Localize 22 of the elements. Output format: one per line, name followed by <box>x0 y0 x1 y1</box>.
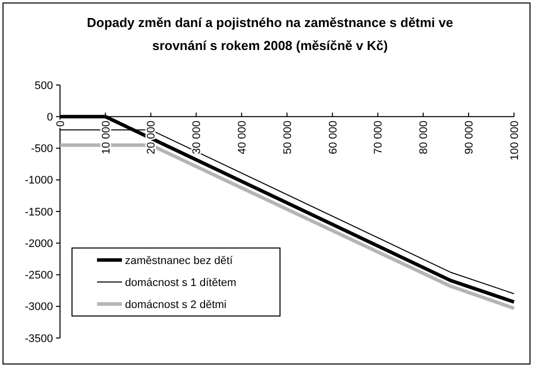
y-tick-label: -1000 <box>24 174 53 187</box>
x-tick-label: 90 000 <box>463 120 476 154</box>
y-tick-label: -3500 <box>24 332 53 345</box>
legend-label: zaměstnanec bez dětí <box>125 254 234 267</box>
y-tick-label: -2500 <box>24 270 53 282</box>
x-tick-label: 100 000 <box>508 120 521 160</box>
y-tick-label: -3000 <box>24 301 53 314</box>
x-tick-label: 70 000 <box>372 120 385 154</box>
legend-label: domácnost s 2 dětmi <box>125 298 226 311</box>
y-tick-label: -2000 <box>24 238 53 250</box>
y-tick-label: -500 <box>30 143 53 156</box>
chart-title: Dopady změn daní a pojistného na zaměstnance s dětmi ve srovnání s rokem 2008 (měsíčně v Kč) <box>86 15 454 53</box>
x-tick-label: 40 000 <box>236 120 248 154</box>
x-tick-label: 10 000 <box>100 120 112 154</box>
x-tick-label: 30 000 <box>191 120 204 154</box>
legend-label: domácnost s 1 dítětem <box>125 276 236 289</box>
y-tick-label: 500 <box>34 80 53 92</box>
y-tick-label: -1500 <box>24 206 53 218</box>
x-tick-label: 80 000 <box>418 120 430 154</box>
y-tick-label: 0 <box>46 111 53 124</box>
x-tick-label: 60 000 <box>327 120 340 154</box>
x-tick-label: 50 000 <box>282 120 294 154</box>
